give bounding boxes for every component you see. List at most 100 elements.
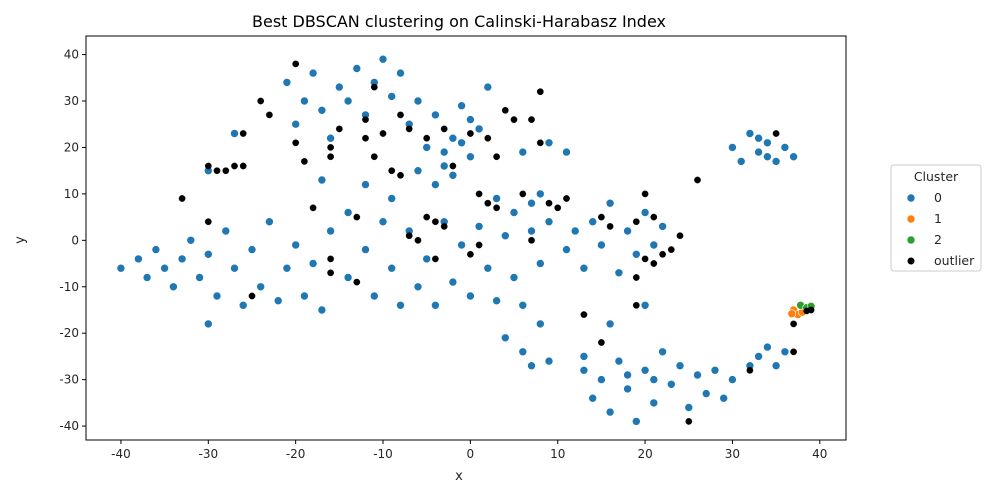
y-tick-label: 40 [64,48,79,62]
data-point-outlier [632,218,640,226]
data-point-0 [763,152,772,161]
data-point-outlier [501,106,509,114]
data-point-outlier [213,167,221,175]
data-point-0 [378,54,388,64]
legend-label-1: 1 [934,211,942,226]
data-point-outlier [475,241,483,249]
data-point-0 [247,245,257,254]
data-point-outlier [327,255,334,263]
y-tick-label: 10 [64,187,79,201]
data-point-0 [422,254,432,264]
data-point-0 [448,277,458,287]
data-point-0 [544,217,554,226]
data-point-outlier [467,130,474,137]
data-point-0 [623,226,632,236]
data-point-outlier [650,260,658,267]
data-point-0 [527,198,536,208]
data-point-0 [597,375,606,384]
data-point-0 [448,171,458,180]
data-point-0 [754,133,763,143]
data-point-0 [387,92,397,101]
data-point-outlier [231,162,238,170]
data-point-outlier [405,125,413,133]
legend-marker-outlier [907,257,915,265]
data-point-0 [605,319,615,329]
legend-marker-0 [906,193,916,203]
data-point-0 [710,365,720,375]
data-point-outlier [528,236,535,244]
data-point-outlier [266,111,273,119]
data-point-outlier [790,348,797,356]
data-point-0 [483,263,493,273]
data-point-outlier [248,292,256,300]
data-point-0 [631,417,641,426]
data-point-0 [658,347,667,357]
data-point-outlier [641,190,649,198]
data-point-0 [369,291,379,301]
data-point-outlier [440,223,448,230]
data-point-outlier [598,213,605,221]
data-point-0 [562,147,571,157]
data-point-0 [431,110,440,120]
data-point-outlier [493,204,500,212]
data-point-0 [658,222,667,231]
data-point-0 [535,319,545,329]
data-point-0 [343,273,353,282]
legend-label-0: 0 [934,190,942,205]
data-point-outlier [397,111,404,119]
data-point-0 [719,393,729,403]
data-point-0 [160,263,169,273]
data-point-0 [544,138,554,148]
data-point-0 [492,296,501,306]
data-point-0 [509,208,519,217]
data-point-outlier [790,320,797,328]
data-point-0 [413,282,423,292]
data-point-0 [326,226,335,236]
data-point-0 [134,254,143,264]
data-point-0 [588,393,598,403]
data-point-outlier [667,246,675,253]
data-point-outlier [379,130,387,137]
data-point-0 [396,68,405,78]
data-point-0 [631,250,641,259]
data-point-0 [387,194,397,203]
data-point-0 [221,226,231,236]
data-point-0 [343,208,353,217]
data-point-0 [466,115,475,124]
data-point-0 [448,133,458,143]
data-point-outlier [204,162,212,170]
data-point-0 [474,222,484,231]
y-tick-label: 0 [71,233,79,247]
data-point-0 [640,300,650,310]
data-point-0 [535,189,545,199]
data-point-outlier [580,311,588,318]
data-point-0 [422,143,432,152]
data-point-outlier [423,134,431,142]
y-tick-label: -20 [59,326,79,340]
chart-title: Best DBSCAN clustering on Calinski-Harab… [252,12,666,31]
data-point-0 [562,245,571,254]
data-point-0 [728,375,737,384]
data-point-outlier [632,301,640,309]
data-point-0 [736,157,746,166]
data-point-0 [256,282,266,292]
legend-box [890,164,982,272]
data-point-0 [317,106,327,115]
data-point-0 [544,356,554,366]
data-point-0 [116,263,126,273]
data-point-outlier [536,139,544,147]
data-point-0 [754,147,763,157]
data-point-0 [431,180,440,189]
data-point-outlier [467,250,474,258]
data-point-0 [212,291,222,301]
data-point-outlier [606,223,614,230]
data-point-0 [623,384,632,394]
data-point-0 [457,138,466,148]
data-point-0 [579,352,589,361]
data-point-outlier [309,204,317,212]
data-point-0 [378,217,388,226]
legend-label-2: 2 [934,232,942,247]
y-tick-label: -40 [59,419,79,433]
data-point-0 [352,64,362,73]
